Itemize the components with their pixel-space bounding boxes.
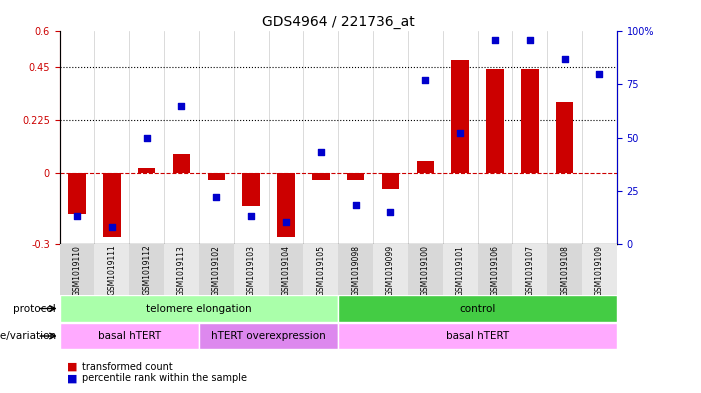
Text: GSM1019113: GSM1019113: [177, 245, 186, 296]
Bar: [129, 244, 164, 295]
Bar: [373, 244, 408, 295]
Text: GSM1019109: GSM1019109: [595, 245, 604, 296]
Bar: [416, 161, 434, 173]
Bar: [60, 323, 199, 349]
Bar: [312, 173, 329, 180]
Bar: [199, 244, 233, 295]
Text: GSM1019110: GSM1019110: [72, 245, 81, 296]
Text: GSM1019104: GSM1019104: [282, 245, 290, 296]
Text: GSM1019107: GSM1019107: [525, 245, 534, 296]
Bar: [582, 244, 617, 295]
Text: control: control: [459, 303, 496, 314]
Point: [420, 77, 431, 83]
Bar: [547, 244, 582, 295]
Text: genotype/variation: genotype/variation: [0, 331, 56, 341]
Title: GDS4964 / 221736_at: GDS4964 / 221736_at: [262, 15, 414, 29]
Bar: [243, 173, 260, 206]
Point: [176, 103, 187, 109]
Bar: [138, 168, 156, 173]
Bar: [233, 244, 268, 295]
Text: GSM1019098: GSM1019098: [351, 245, 360, 296]
Bar: [95, 244, 129, 295]
Bar: [164, 244, 199, 295]
Point: [280, 219, 292, 226]
Bar: [199, 323, 338, 349]
Point: [385, 209, 396, 215]
Bar: [486, 69, 504, 173]
Text: basal hTERT: basal hTERT: [446, 331, 509, 341]
Text: transformed count: transformed count: [82, 362, 172, 372]
Text: ■: ■: [67, 373, 77, 384]
Bar: [338, 244, 373, 295]
Point: [489, 37, 501, 43]
Bar: [556, 102, 573, 173]
Bar: [278, 173, 294, 237]
Bar: [207, 173, 225, 180]
Bar: [60, 244, 95, 295]
Bar: [60, 295, 338, 322]
Text: percentile rank within the sample: percentile rank within the sample: [82, 373, 247, 384]
Text: protocol: protocol: [13, 303, 56, 314]
Text: GSM1019105: GSM1019105: [316, 245, 325, 296]
Point: [141, 134, 152, 141]
Bar: [347, 173, 365, 180]
Point: [211, 194, 222, 200]
Text: GSM1019111: GSM1019111: [107, 245, 116, 296]
Text: GSM1019101: GSM1019101: [456, 245, 465, 296]
Point: [454, 130, 465, 136]
Bar: [338, 295, 617, 322]
Bar: [103, 173, 121, 237]
Bar: [443, 244, 477, 295]
Point: [107, 224, 118, 230]
Text: GSM1019099: GSM1019099: [386, 245, 395, 296]
Text: GSM1019100: GSM1019100: [421, 245, 430, 296]
Bar: [408, 244, 443, 295]
Text: telomere elongation: telomere elongation: [146, 303, 252, 314]
Text: GSM1019106: GSM1019106: [491, 245, 500, 296]
Bar: [338, 323, 617, 349]
Bar: [304, 244, 338, 295]
Bar: [172, 154, 190, 173]
Point: [350, 202, 361, 209]
Bar: [512, 244, 547, 295]
Bar: [382, 173, 399, 189]
Bar: [451, 60, 469, 173]
Text: GSM1019103: GSM1019103: [247, 245, 256, 296]
Text: GSM1019102: GSM1019102: [212, 245, 221, 296]
Bar: [68, 173, 86, 214]
Bar: [268, 244, 304, 295]
Point: [245, 213, 257, 219]
Text: ■: ■: [67, 362, 77, 372]
Point: [315, 149, 327, 156]
Point: [524, 37, 536, 43]
Point: [72, 213, 83, 219]
Text: hTERT overexpression: hTERT overexpression: [211, 331, 326, 341]
Text: basal hTERT: basal hTERT: [97, 331, 161, 341]
Bar: [477, 244, 512, 295]
Point: [559, 56, 570, 62]
Point: [594, 71, 605, 77]
Bar: [521, 69, 538, 173]
Text: GSM1019108: GSM1019108: [560, 245, 569, 296]
Text: GSM1019112: GSM1019112: [142, 245, 151, 296]
